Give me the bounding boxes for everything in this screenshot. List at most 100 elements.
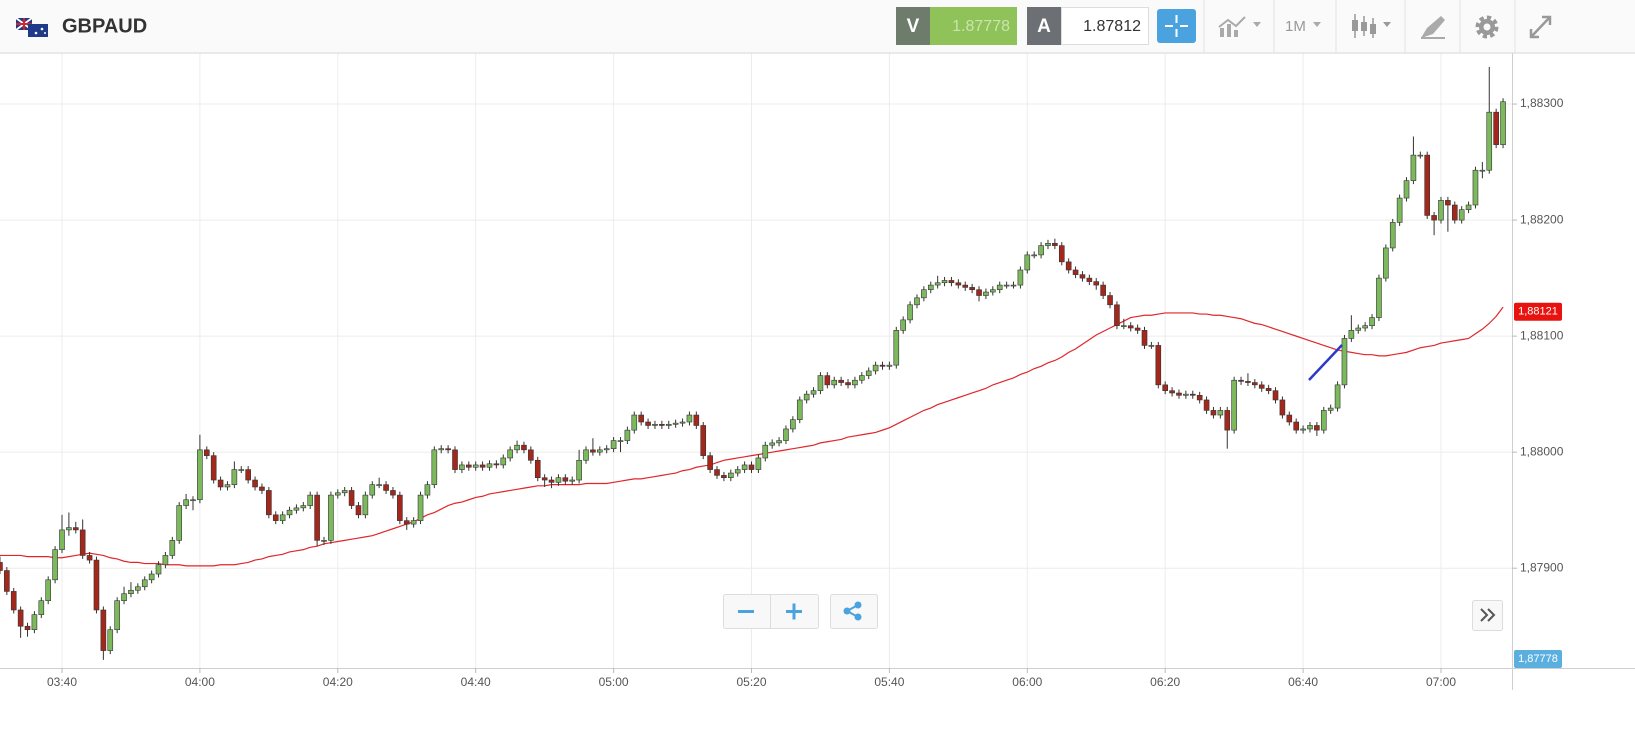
candle-body bbox=[1052, 243, 1058, 246]
candle-body bbox=[631, 414, 638, 431]
candle bbox=[921, 286, 927, 302]
candle-body bbox=[1045, 243, 1051, 246]
candle bbox=[1093, 278, 1100, 290]
candle-body bbox=[176, 505, 183, 541]
candle bbox=[86, 551, 93, 564]
candle bbox=[900, 316, 906, 334]
candle bbox=[852, 376, 858, 389]
candle bbox=[341, 486, 348, 497]
candle bbox=[472, 461, 479, 471]
candle bbox=[410, 517, 417, 528]
candle bbox=[734, 466, 741, 477]
fullscreen-button[interactable] bbox=[1529, 15, 1552, 39]
candle bbox=[1307, 422, 1313, 433]
candle bbox=[114, 597, 120, 634]
candle bbox=[983, 288, 989, 299]
candle bbox=[1114, 301, 1120, 330]
x-tick-label: 04:00 bbox=[185, 675, 215, 689]
candle-body bbox=[410, 520, 417, 525]
candle-body bbox=[934, 282, 941, 286]
candle bbox=[1079, 271, 1086, 282]
candle bbox=[431, 446, 438, 489]
zoom-in-button[interactable] bbox=[786, 603, 802, 620]
candle-body bbox=[1362, 325, 1368, 329]
buy-button[interactable]: A 1.87812 bbox=[1027, 7, 1149, 45]
share-button[interactable] bbox=[830, 594, 878, 629]
candle bbox=[1383, 244, 1389, 282]
candle bbox=[714, 466, 720, 479]
candle-body bbox=[1383, 247, 1389, 279]
chart-type-button[interactable] bbox=[1352, 14, 1391, 38]
candle bbox=[1300, 425, 1306, 434]
candle bbox=[217, 476, 224, 491]
candle bbox=[93, 556, 100, 614]
candle-body bbox=[665, 424, 672, 426]
candle-body bbox=[824, 375, 831, 386]
candle bbox=[521, 441, 527, 454]
candle-body bbox=[135, 586, 141, 591]
candle bbox=[1472, 166, 1479, 209]
candle-body bbox=[927, 284, 934, 291]
candle bbox=[328, 491, 334, 544]
candle-body bbox=[886, 364, 893, 367]
candle bbox=[1189, 390, 1196, 399]
candle-body bbox=[417, 494, 424, 521]
candle-body bbox=[1058, 245, 1065, 263]
candle-body bbox=[907, 304, 913, 321]
candle-body bbox=[93, 559, 100, 611]
candle-body bbox=[1465, 204, 1472, 210]
candle-body bbox=[38, 600, 45, 615]
candle-body bbox=[486, 463, 493, 468]
x-tick-label: 04:40 bbox=[461, 675, 491, 689]
candle-body bbox=[100, 609, 107, 651]
candle-body bbox=[1438, 200, 1444, 221]
candle-body bbox=[659, 424, 665, 426]
candle bbox=[348, 486, 355, 510]
draw-button[interactable] bbox=[1421, 16, 1445, 39]
candle-body bbox=[162, 555, 169, 566]
candle bbox=[679, 418, 686, 427]
candle-body bbox=[334, 492, 341, 496]
candle-body bbox=[714, 469, 720, 476]
y-tick-label: 1,87900 bbox=[1520, 560, 1564, 574]
x-tick-label: 04:20 bbox=[323, 675, 353, 689]
candle bbox=[941, 276, 948, 287]
candle bbox=[1376, 274, 1382, 322]
candle-body bbox=[500, 457, 507, 466]
candle bbox=[321, 536, 327, 545]
candle bbox=[831, 376, 838, 389]
candle-body bbox=[293, 507, 300, 511]
candle bbox=[1010, 281, 1017, 289]
candle bbox=[355, 502, 362, 519]
candle-body bbox=[769, 442, 775, 446]
indicator-button[interactable] bbox=[1218, 16, 1261, 37]
candle bbox=[293, 504, 300, 514]
candle-body bbox=[624, 429, 631, 441]
candle bbox=[748, 461, 755, 474]
candle-body bbox=[783, 428, 789, 441]
crosshair-button[interactable] bbox=[1157, 9, 1196, 43]
sell-button[interactable]: V 1.87778 bbox=[896, 7, 1017, 45]
candle bbox=[790, 416, 796, 433]
zoom-out-button[interactable] bbox=[738, 610, 754, 613]
timeframe-button[interactable]: 1M bbox=[1285, 18, 1321, 35]
candle bbox=[762, 441, 769, 462]
candle bbox=[1445, 196, 1451, 232]
buy-price: 1.87812 bbox=[1083, 18, 1141, 35]
timeframe: 1M bbox=[1285, 18, 1306, 35]
candle bbox=[865, 367, 872, 380]
candle-body bbox=[1155, 345, 1162, 386]
candle-body bbox=[555, 477, 562, 483]
candle bbox=[555, 474, 562, 486]
scroll-right-button[interactable] bbox=[1472, 600, 1503, 631]
sell-label: V bbox=[907, 16, 920, 37]
settings-button[interactable] bbox=[1475, 15, 1499, 39]
candle-body bbox=[1024, 254, 1031, 271]
candle bbox=[1224, 406, 1231, 449]
candle-body bbox=[583, 449, 589, 461]
candle bbox=[1431, 211, 1437, 236]
candle-body bbox=[762, 444, 769, 459]
candle bbox=[1500, 98, 1506, 149]
candle-body bbox=[796, 399, 803, 420]
